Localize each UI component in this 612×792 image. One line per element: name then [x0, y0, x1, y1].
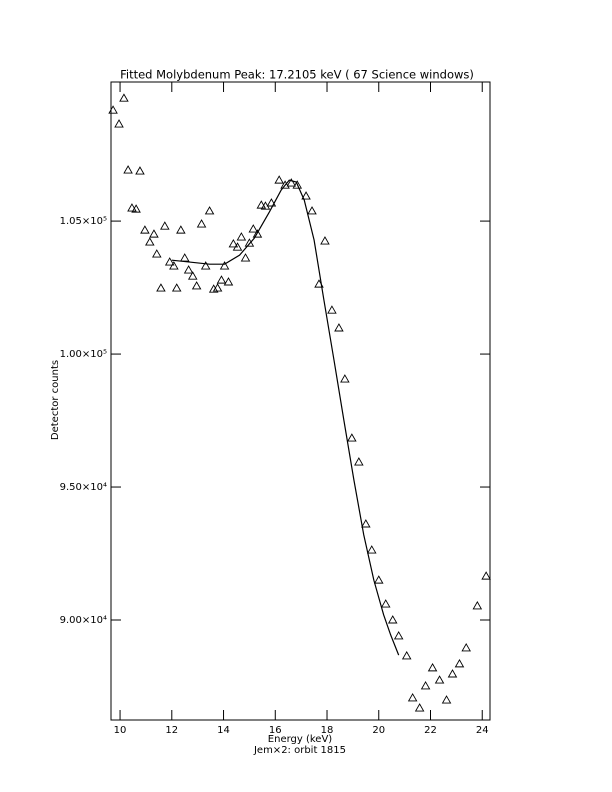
data-point: [223, 277, 234, 286]
data-point: [387, 615, 398, 624]
data-point: [454, 658, 465, 668]
x-tick-label: 20: [372, 725, 385, 736]
data-point: [340, 374, 350, 383]
x-axis-label: Energy (keV): [268, 734, 333, 745]
data-point: [135, 166, 145, 175]
data-point: [183, 265, 194, 274]
data-point: [160, 221, 170, 230]
data-point: [361, 519, 371, 528]
data-point: [472, 601, 483, 610]
data-point: [280, 180, 290, 189]
data-point: [481, 571, 491, 580]
y-tick-label: 1.05×10⁵: [60, 216, 107, 227]
data-point: [401, 650, 412, 660]
data-point: [208, 284, 219, 293]
data-point: [164, 257, 175, 266]
data-point: [145, 237, 155, 246]
data-point: [407, 693, 418, 702]
data-point: [140, 225, 150, 234]
data-point: [393, 631, 404, 640]
data-point: [176, 225, 186, 234]
data-point: [196, 219, 207, 228]
data-point: [228, 239, 239, 248]
x-tick-label: 16: [269, 725, 282, 736]
fit-line: [171, 179, 400, 656]
data-point: [149, 229, 159, 238]
data-point: [434, 675, 445, 684]
data-point: [244, 238, 255, 247]
data-point: [320, 236, 330, 245]
y-axis-label: Detector counts: [50, 360, 61, 440]
y-tick-label: 1.00×10⁵: [60, 349, 107, 360]
x-tick-label: 12: [165, 725, 178, 736]
data-point: [461, 643, 471, 652]
data-point: [171, 283, 182, 292]
data-point: [274, 175, 284, 184]
data-point: [347, 433, 357, 442]
subtitle: Jem×2: orbit 1815: [253, 745, 346, 756]
data-point: [334, 323, 344, 332]
data-point: [441, 695, 452, 704]
data-point: [123, 165, 133, 174]
x-tick-label: 14: [217, 725, 230, 736]
data-point: [248, 224, 259, 233]
data-point: [427, 662, 438, 672]
data-point: [204, 206, 215, 215]
data-point: [327, 305, 337, 314]
data-point: [380, 599, 391, 608]
data-point: [127, 203, 137, 212]
data-point: [200, 261, 211, 270]
data-point: [307, 206, 317, 215]
data-point: [354, 457, 364, 466]
data-point: [131, 204, 141, 213]
chart-title: Fitted Molybdenum Peak: 17.2105 keV ( 67…: [120, 68, 474, 82]
data-point: [212, 283, 223, 292]
data-point: [236, 232, 247, 241]
data-point: [301, 191, 311, 200]
x-tick-label: 22: [424, 725, 437, 736]
data-point: [219, 261, 230, 270]
data-point: [292, 180, 303, 189]
plot-frame: [110, 81, 491, 721]
data-point: [420, 681, 431, 690]
x-tick-label: 10: [114, 725, 127, 736]
data-point: [108, 105, 118, 114]
data-point: [169, 261, 179, 270]
x-tick-label: 18: [321, 725, 334, 736]
data-point: [447, 669, 458, 678]
data-point: [232, 242, 243, 251]
data-point: [156, 283, 166, 292]
y-tick-label: 9.50×10⁴: [60, 482, 107, 493]
data-point: [191, 281, 202, 290]
data-point: [152, 249, 162, 258]
data-point: [266, 198, 277, 207]
x-tick-label: 24: [476, 725, 489, 736]
data-point: [256, 200, 267, 209]
data-point: [373, 575, 384, 584]
data-point: [366, 545, 377, 554]
data-point: [216, 275, 227, 284]
data-point: [187, 271, 198, 280]
data-point: [286, 178, 297, 187]
y-tick-label: 9.00×10⁴: [60, 615, 107, 626]
data-point: [119, 93, 129, 102]
data-point: [414, 703, 425, 712]
data-point: [252, 229, 263, 238]
data-point: [240, 253, 251, 262]
data-point: [114, 119, 124, 128]
data-point: [179, 253, 190, 262]
